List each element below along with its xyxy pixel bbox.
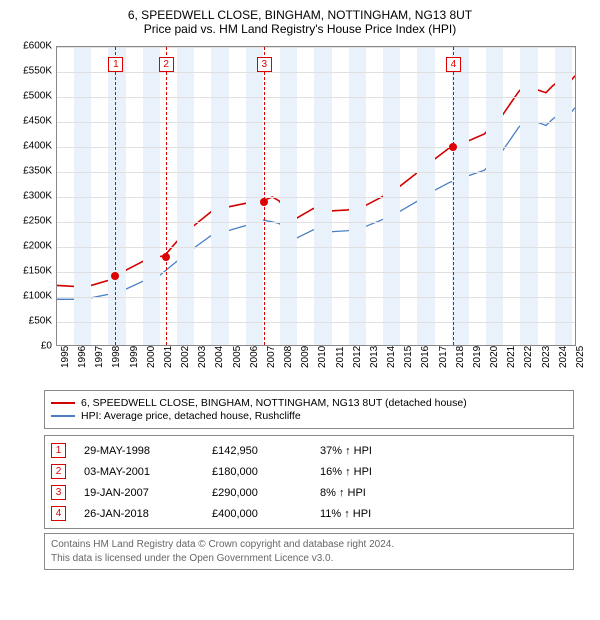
year-band: [108, 47, 125, 345]
year-band: [74, 47, 91, 345]
sales-table: 1 29-MAY-1998 £142,950 37% ↑ HPI 2 03-MAY-200…: [44, 435, 574, 529]
sale-marker-line: [264, 47, 265, 345]
y-axis-label: £0: [10, 341, 52, 352]
year-band: [486, 47, 503, 345]
sale-row: 1 29-MAY-1998 £142,950 37% ↑ HPI: [51, 440, 567, 461]
sale-date: 03-MAY-2001: [84, 466, 194, 478]
y-axis-label: £550K: [10, 66, 52, 77]
gridline: [57, 272, 575, 273]
footer-line-1: Contains HM Land Registry data © Crown c…: [51, 538, 567, 552]
sale-dot: [162, 253, 170, 261]
year-band: [349, 47, 366, 345]
sale-row: 4 26-JAN-2018 £400,000 11% ↑ HPI: [51, 503, 567, 524]
sale-marker-line: [115, 47, 116, 345]
year-band: [314, 47, 331, 345]
gridline: [57, 247, 575, 248]
sale-hpi-delta: 37% ↑ HPI: [320, 445, 420, 457]
sale-price: £142,950: [212, 445, 302, 457]
x-axis-label: 2025: [575, 346, 600, 368]
y-axis-label: £200K: [10, 241, 52, 252]
sale-hpi-delta: 16% ↑ HPI: [320, 466, 420, 478]
sale-marker-box: 4: [446, 57, 461, 72]
y-axis-label: £150K: [10, 266, 52, 277]
sale-hpi-delta: 8% ↑ HPI: [320, 487, 420, 499]
footer-line-2: This data is licensed under the Open Gov…: [51, 552, 567, 566]
y-axis-label: £100K: [10, 291, 52, 302]
legend-item: HPI: Average price, detached house, Rush…: [51, 410, 567, 422]
legend-swatch: [51, 402, 75, 404]
sale-dot: [111, 272, 119, 280]
sale-marker-box: 3: [257, 57, 272, 72]
year-band: [211, 47, 228, 345]
sale-number-box: 4: [51, 506, 66, 521]
gridline: [57, 72, 575, 73]
y-axis-label: £50K: [10, 316, 52, 327]
sale-number-box: 3: [51, 485, 66, 500]
gridline: [57, 172, 575, 173]
page-container: 6, SPEEDWELL CLOSE, BINGHAM, NOTTINGHAM,…: [0, 0, 600, 570]
sale-marker-line: [166, 47, 167, 345]
sale-hpi-delta: 11% ↑ HPI: [320, 508, 420, 520]
sale-price: £180,000: [212, 466, 302, 478]
sale-marker-box: 1: [108, 57, 123, 72]
gridline: [57, 122, 575, 123]
year-band: [520, 47, 537, 345]
y-axis-label: £600K: [10, 41, 52, 52]
year-band: [452, 47, 469, 345]
year-band: [246, 47, 263, 345]
title-subtitle: Price paid vs. HM Land Registry's House …: [10, 22, 590, 36]
plot-area: 1 2 3 4: [56, 46, 576, 346]
gridline: [57, 297, 575, 298]
legend-item: 6, SPEEDWELL CLOSE, BINGHAM, NOTTINGHAM,…: [51, 397, 567, 409]
year-band: [383, 47, 400, 345]
sale-price: £290,000: [212, 487, 302, 499]
sale-price: £400,000: [212, 508, 302, 520]
chart-area: 1 2 3 4 £0 £50K £100K £150K £200K £250K £300K £350…: [10, 42, 590, 382]
y-axis-label: £400K: [10, 141, 52, 152]
sale-number-box: 2: [51, 464, 66, 479]
chart-title: 6, SPEEDWELL CLOSE, BINGHAM, NOTTINGHAM,…: [10, 8, 590, 36]
gridline: [57, 47, 575, 48]
year-band: [417, 47, 434, 345]
gridline: [57, 97, 575, 98]
legend-swatch: [51, 415, 75, 417]
year-band: [280, 47, 297, 345]
gridline: [57, 197, 575, 198]
sale-date: 29-MAY-1998: [84, 445, 194, 457]
gridline: [57, 322, 575, 323]
y-axis-label: £450K: [10, 116, 52, 127]
y-axis-label: £500K: [10, 91, 52, 102]
y-axis-label: £250K: [10, 216, 52, 227]
title-address: 6, SPEEDWELL CLOSE, BINGHAM, NOTTINGHAM,…: [10, 8, 590, 22]
year-band: [177, 47, 194, 345]
attribution-footer: Contains HM Land Registry data © Crown c…: [44, 533, 574, 570]
sale-row: 3 19-JAN-2007 £290,000 8% ↑ HPI: [51, 482, 567, 503]
sale-number-box: 1: [51, 443, 66, 458]
legend: 6, SPEEDWELL CLOSE, BINGHAM, NOTTINGHAM,…: [44, 390, 574, 429]
sale-marker-box: 2: [159, 57, 174, 72]
sale-row: 2 03-MAY-2001 £180,000 16% ↑ HPI: [51, 461, 567, 482]
sale-dot: [449, 143, 457, 151]
legend-label: 6, SPEEDWELL CLOSE, BINGHAM, NOTTINGHAM,…: [81, 397, 467, 409]
y-axis-label: £300K: [10, 191, 52, 202]
gridline: [57, 222, 575, 223]
gridline: [57, 147, 575, 148]
sale-date: 19-JAN-2007: [84, 487, 194, 499]
y-axis-label: £350K: [10, 166, 52, 177]
sale-dot: [260, 198, 268, 206]
year-band: [143, 47, 160, 345]
year-band: [555, 47, 572, 345]
sale-date: 26-JAN-2018: [84, 508, 194, 520]
legend-label: HPI: Average price, detached house, Rush…: [81, 410, 301, 422]
sale-marker-line: [453, 47, 454, 345]
